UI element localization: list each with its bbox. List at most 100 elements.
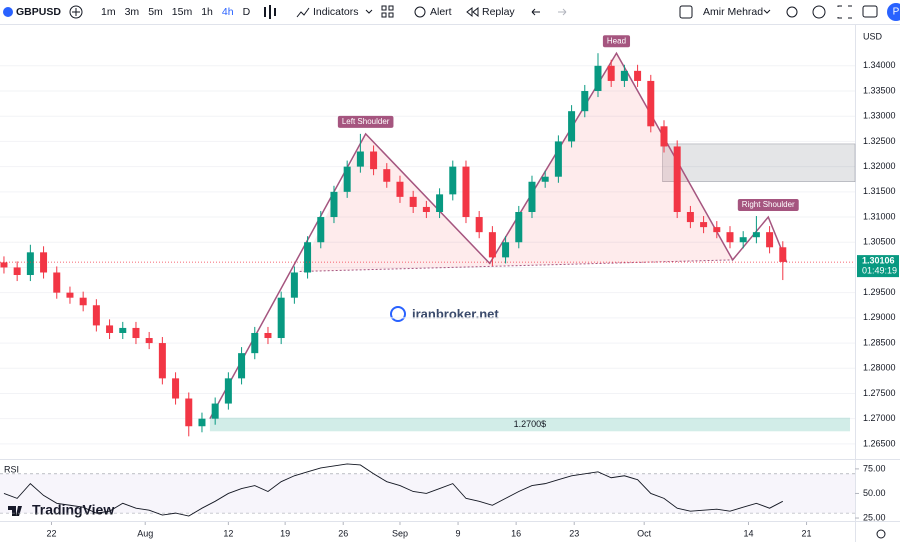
candle-body xyxy=(462,166,470,218)
candle-body xyxy=(26,252,34,276)
candle-body xyxy=(251,332,259,354)
pattern-label: Right Shoulder xyxy=(737,199,799,212)
y-tick-label: 1.31500 xyxy=(863,186,896,196)
snapshot-button[interactable] xyxy=(862,5,878,18)
x-tick-label: 21 xyxy=(802,528,812,538)
replay-button[interactable]: Replay xyxy=(482,6,515,18)
y-tick-label: 1.29000 xyxy=(863,312,896,322)
candle-body xyxy=(198,418,206,427)
symbol-icon[interactable] xyxy=(3,7,13,17)
candle-body xyxy=(330,191,338,218)
compare-button[interactable] xyxy=(69,5,83,19)
candle-body xyxy=(686,211,694,223)
candle-body xyxy=(568,111,576,142)
avatar-letter: P xyxy=(893,7,900,18)
candle-body xyxy=(158,343,166,379)
candle-body xyxy=(607,65,615,81)
countdown: 01:49:19 xyxy=(862,265,897,275)
y-tick-label: 1.27000 xyxy=(863,413,896,423)
interval-button[interactable]: 1m xyxy=(101,6,116,18)
candle-body xyxy=(119,327,127,333)
interval-button[interactable]: 5m xyxy=(148,6,163,18)
candle-body xyxy=(422,206,430,212)
x-tick-label: 12 xyxy=(223,528,233,538)
candle-body xyxy=(132,327,140,339)
support-label: 1.2700$ xyxy=(514,419,547,429)
candle-body xyxy=(449,166,457,195)
candle-body xyxy=(726,232,734,243)
y-tick-label: 1.28500 xyxy=(863,337,896,347)
resistance-zone xyxy=(662,143,856,183)
time-settings[interactable] xyxy=(876,529,886,539)
y-tick-label: 1.31000 xyxy=(863,211,896,221)
interval-button[interactable]: 15m xyxy=(172,6,193,18)
fullscreen-button[interactable] xyxy=(837,5,852,19)
candle-body xyxy=(383,169,391,182)
candle-body xyxy=(700,222,708,228)
search-button[interactable] xyxy=(786,6,798,18)
y-tick-label: 1.29500 xyxy=(863,287,896,297)
alert-icon xyxy=(414,6,426,18)
pattern-label: Head xyxy=(602,35,631,48)
candle-body xyxy=(409,196,417,207)
candle-body xyxy=(79,297,87,306)
user-name[interactable]: Amir Mehrad xyxy=(703,6,763,18)
candle-body xyxy=(436,194,444,212)
candle-body xyxy=(13,267,21,276)
candle-body xyxy=(106,325,114,333)
candle-body xyxy=(40,252,48,273)
x-tick-label: 14 xyxy=(743,528,753,538)
support-zone xyxy=(209,417,850,432)
interval-button[interactable]: 4h xyxy=(222,6,234,18)
candle-body xyxy=(304,242,312,273)
interval-button[interactable]: D xyxy=(243,6,251,18)
candle-body xyxy=(739,237,747,243)
candle-body xyxy=(713,227,721,233)
dropdown-icon[interactable] xyxy=(365,9,373,14)
chart-type-button[interactable] xyxy=(264,5,276,19)
y-tick-label: 1.26500 xyxy=(863,438,896,448)
symbol[interactable]: GBPUSD xyxy=(16,6,61,18)
replay-icon xyxy=(466,6,479,18)
y-tick-label: 1.32500 xyxy=(863,136,896,146)
interval-button[interactable]: 3m xyxy=(125,6,140,18)
candle-body xyxy=(475,217,483,233)
candle-body xyxy=(620,70,628,81)
settings-button[interactable] xyxy=(812,5,826,19)
currency[interactable]: USD xyxy=(863,31,883,41)
x-tick-label: Sep xyxy=(392,528,408,538)
indicators-button[interactable]: Indicators xyxy=(313,6,359,18)
compare-icon xyxy=(72,8,80,16)
layout-checkbox[interactable] xyxy=(679,5,693,19)
candle-body xyxy=(343,166,351,192)
avatar[interactable] xyxy=(887,3,900,21)
last-price: 1.30106 xyxy=(862,255,895,265)
candle-body xyxy=(554,141,562,177)
pattern-label-text: Right Shoulder xyxy=(742,200,795,209)
watermark-logo xyxy=(390,306,406,322)
undo-button[interactable] xyxy=(531,8,540,16)
x-tick-label: 19 xyxy=(280,528,290,538)
indicators-icon xyxy=(296,7,310,18)
candle-body xyxy=(515,211,523,243)
layout-button xyxy=(388,5,394,11)
y-tick-label: 1.34000 xyxy=(863,60,896,70)
user-dropdown[interactable] xyxy=(763,9,771,14)
layout-button[interactable] xyxy=(381,5,387,11)
y-tick-label: 1.33000 xyxy=(863,111,896,121)
candle-body xyxy=(277,297,285,339)
y-tick-label: 1.33500 xyxy=(863,85,896,95)
candle-body xyxy=(53,272,61,293)
pattern-label-text: Head xyxy=(607,36,626,45)
candle-body xyxy=(766,232,774,248)
alert-button[interactable]: Alert xyxy=(430,6,452,18)
rsi-line xyxy=(3,463,784,517)
candle-body xyxy=(290,272,298,298)
layout-button xyxy=(388,12,394,18)
interval-button[interactable]: 1h xyxy=(201,6,213,18)
pattern-label-text: Left Shoulder xyxy=(342,117,390,126)
pattern-label: Left Shoulder xyxy=(337,115,394,128)
candle-body xyxy=(185,398,193,427)
redo-button[interactable] xyxy=(558,8,567,16)
